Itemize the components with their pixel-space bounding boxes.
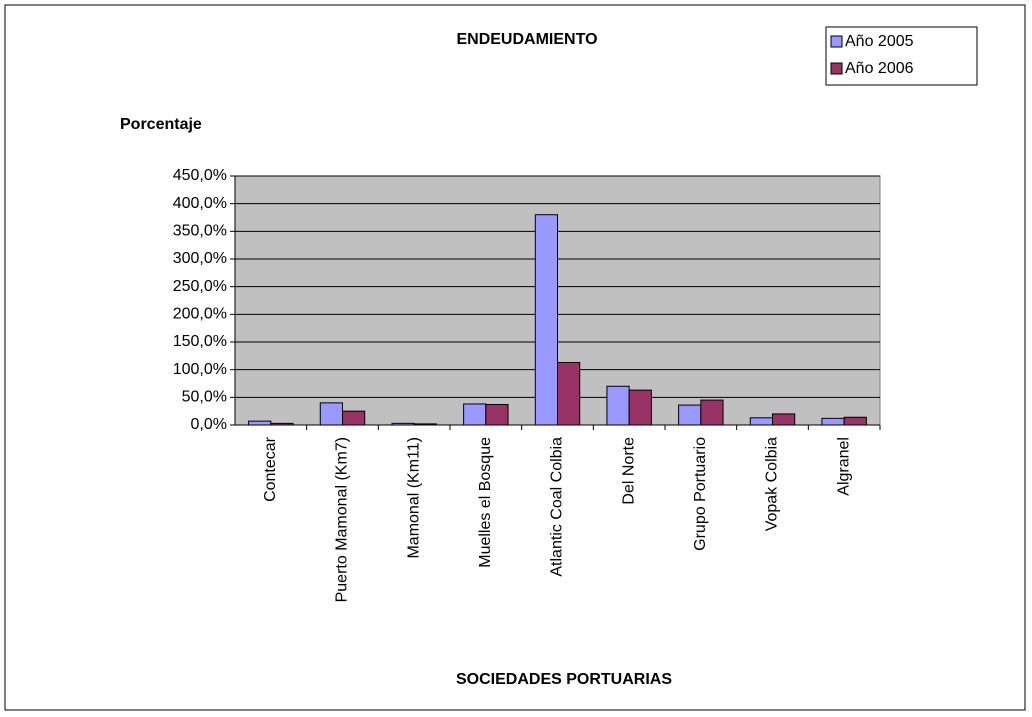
bar: [342, 410, 366, 426]
y-tick-label: 250,0%: [173, 278, 227, 295]
bar: [628, 389, 652, 426]
bar: [821, 417, 845, 426]
bar: [319, 402, 343, 426]
bar: [485, 404, 509, 426]
y-tick-label: 200,0%: [173, 306, 227, 323]
x-tick-label: Puerto Mamonal (Km7): [334, 437, 351, 602]
bar: [534, 214, 558, 426]
x-tick-label: Atlantic Coal Colbia: [549, 437, 566, 577]
y-tick-label: 300,0%: [173, 250, 227, 267]
legend-label: Año 2005: [845, 33, 914, 50]
legend-box: [825, 26, 978, 86]
bar: [270, 422, 294, 426]
y-axis-title: Porcentaje: [120, 116, 202, 133]
y-tick-label: 150,0%: [173, 333, 227, 350]
x-tick-label: Del Norte: [620, 437, 637, 505]
legend-swatch: [830, 62, 843, 75]
y-tick-label: 350,0%: [173, 223, 227, 240]
bar: [749, 417, 773, 426]
x-tick-label: Muelles el Bosque: [477, 437, 494, 568]
x-tick-label: Contecar: [262, 436, 279, 502]
bar: [463, 403, 487, 426]
x-tick-label: Algranel: [835, 437, 852, 496]
bar: [843, 416, 867, 426]
bar: [678, 404, 702, 426]
bar: [391, 422, 415, 426]
bar: [606, 385, 630, 426]
bar: [248, 420, 272, 426]
y-tick-label: 450,0%: [173, 167, 227, 184]
x-tick-label: Mamonal (Km11): [405, 437, 422, 559]
y-tick-label: 0,0%: [191, 416, 227, 433]
y-tick-label: 50,0%: [182, 389, 227, 406]
chart-title: ENDEUDAMIENTO: [456, 31, 597, 48]
bar: [413, 423, 437, 426]
bar: [772, 413, 796, 426]
bar: [557, 361, 581, 426]
x-axis-title: SOCIEDADES PORTUARIAS: [456, 671, 672, 688]
legend-label: Año 2006: [845, 60, 914, 77]
y-tick-label: 100,0%: [173, 361, 227, 378]
legend-swatch: [830, 35, 843, 48]
x-tick-label: Vopak Colbia: [764, 437, 781, 531]
bar: [700, 399, 724, 426]
y-tick-label: 400,0%: [173, 195, 227, 212]
x-tick-label: Grupo Portuario: [692, 437, 709, 551]
